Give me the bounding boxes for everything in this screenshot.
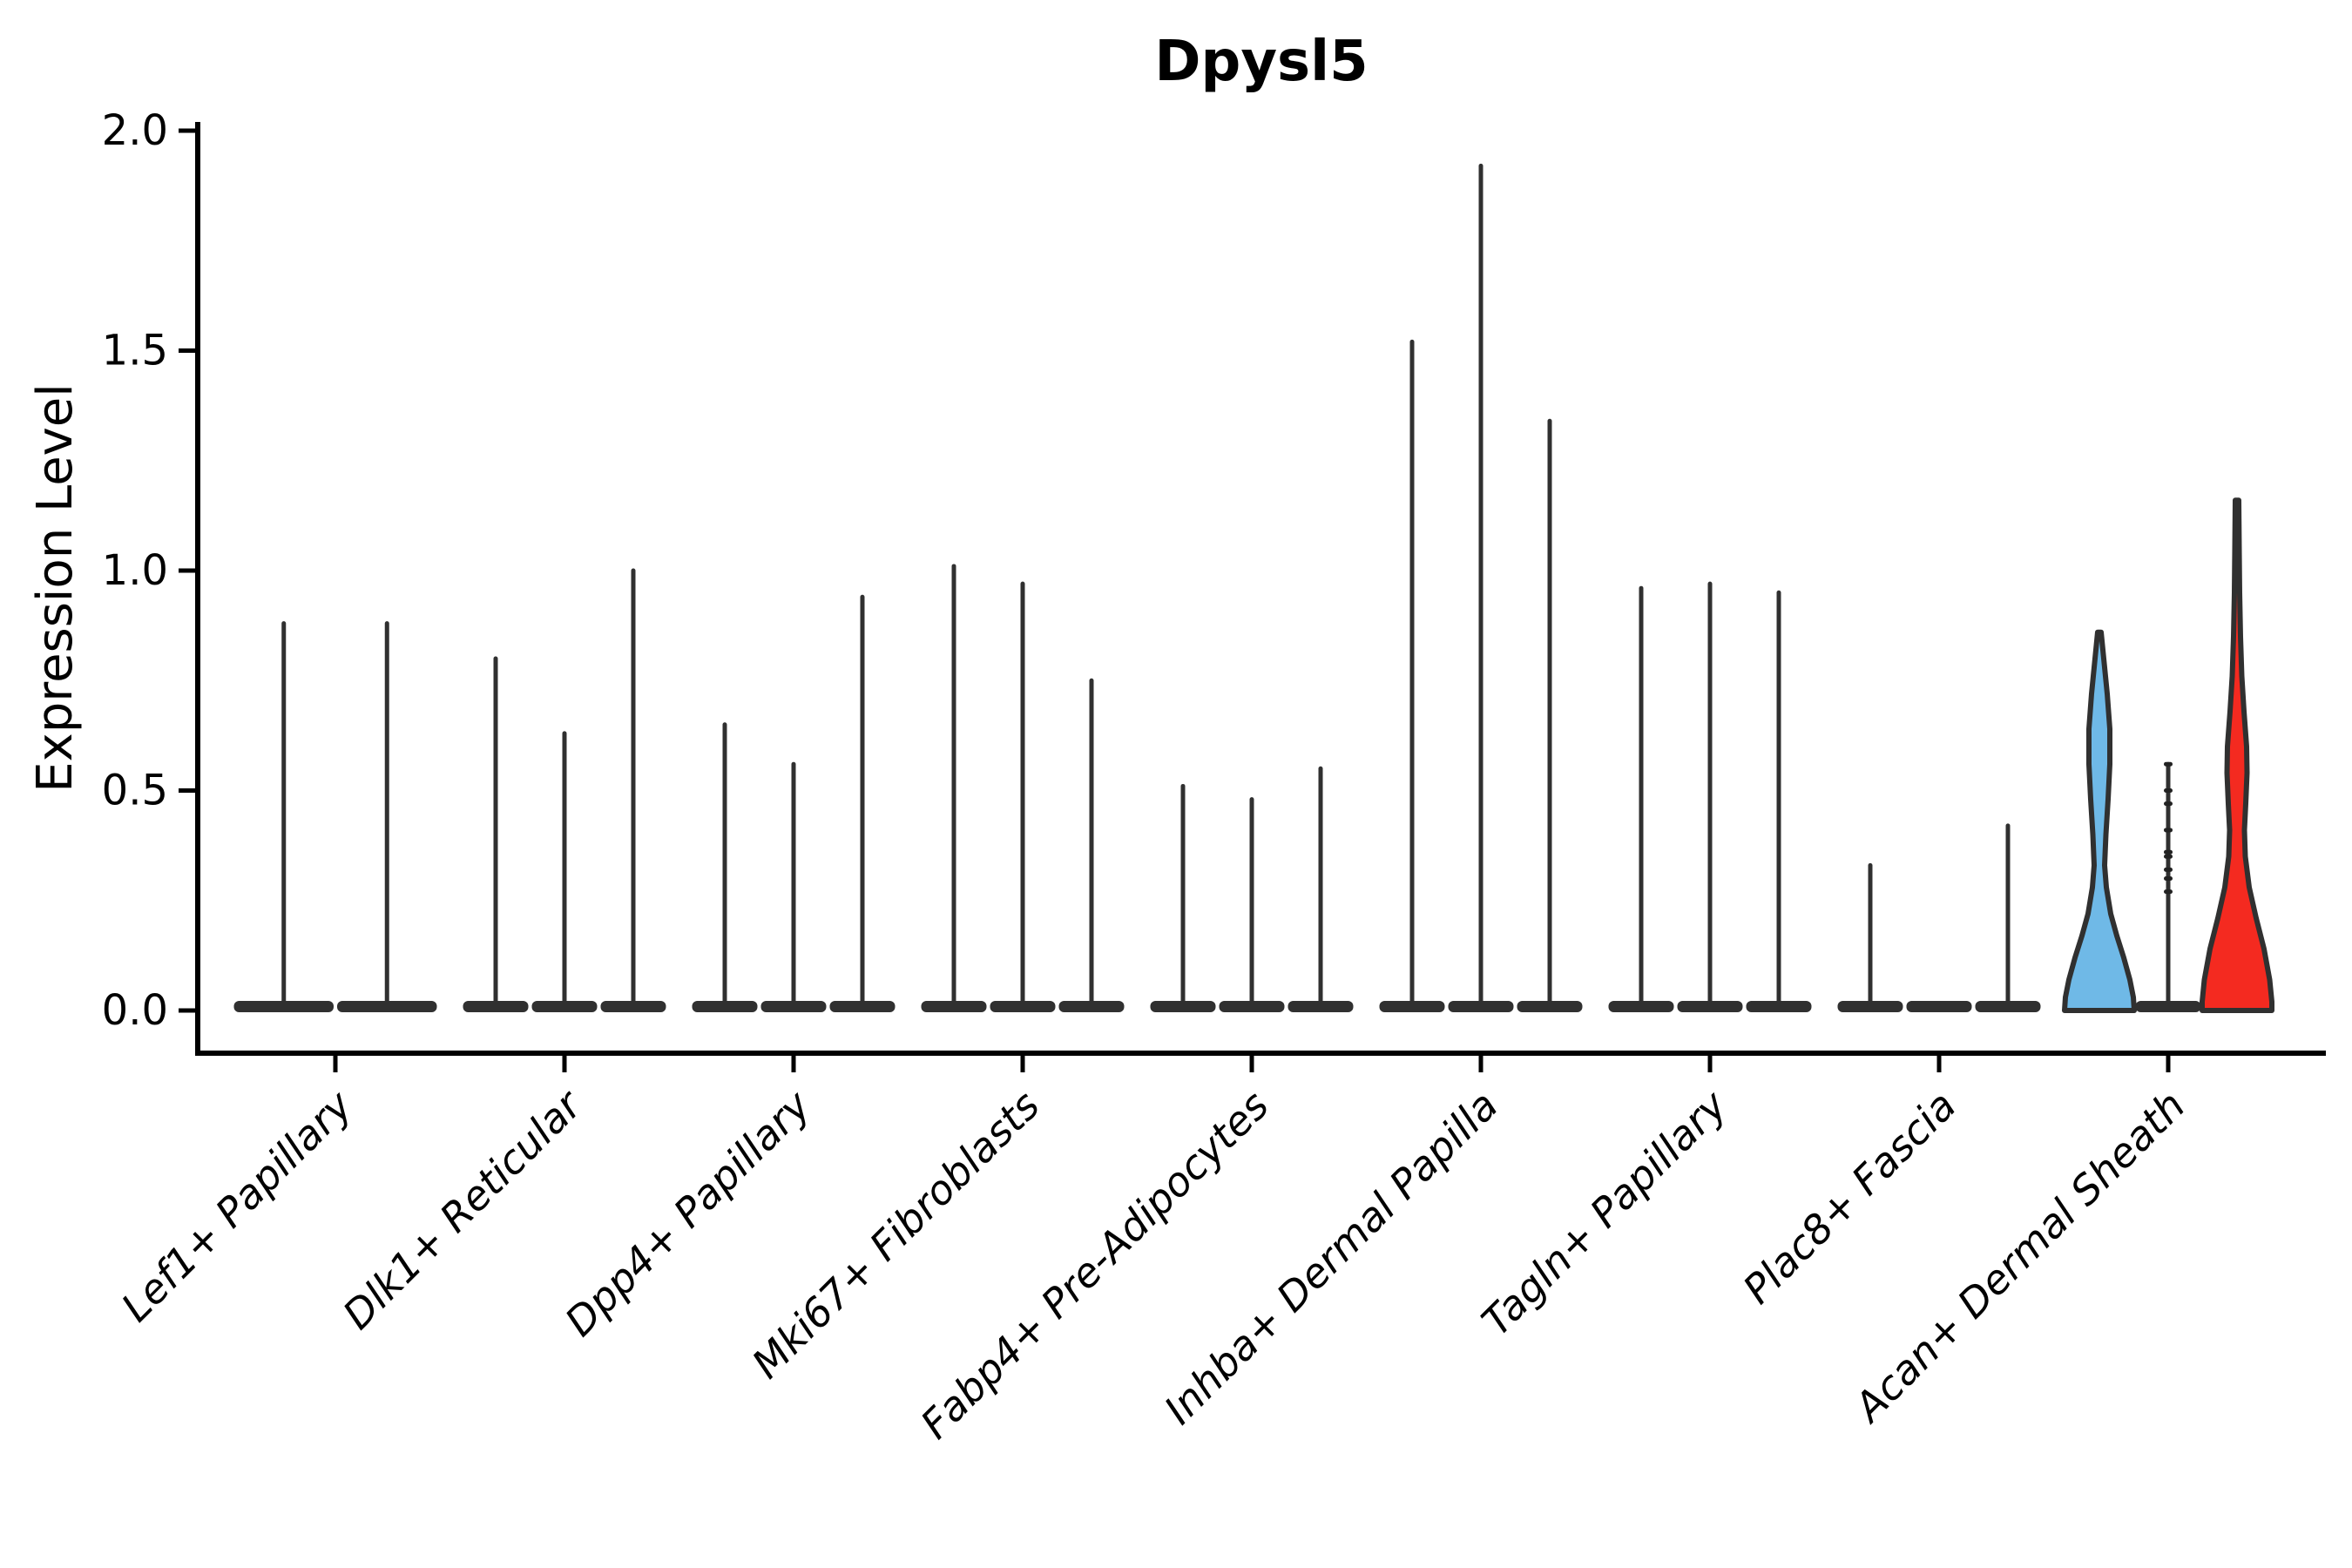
y-tick-label: 0.5 <box>102 767 168 815</box>
violins-layer <box>233 163 2274 1013</box>
violin-point <box>2164 801 2173 807</box>
violin-point <box>2164 828 2173 833</box>
violin-point <box>2164 788 2173 793</box>
chart-title: Dpysl5 <box>1154 30 1368 94</box>
violin-shaped <box>2200 497 2274 1013</box>
y-tick-label: 1.5 <box>102 327 168 375</box>
violin-point <box>2164 876 2173 881</box>
violin-point <box>2164 889 2173 895</box>
violin-point <box>2164 761 2173 767</box>
violin-point <box>2164 867 2173 872</box>
x-tick-label: Dpp4+ Papillary <box>556 1081 820 1345</box>
violin-base <box>1906 1001 1972 1012</box>
violin-shaped <box>2062 629 2137 1013</box>
y-axis-label: Expression Level <box>27 383 84 793</box>
x-tick-label: Lef1+ Papillary <box>112 1081 362 1330</box>
violin-point <box>2164 849 2173 855</box>
x-tick-label: Tagln+ Papillary <box>1472 1081 1736 1345</box>
violin-point <box>2164 854 2173 859</box>
y-tick-label: 2.0 <box>102 106 168 155</box>
y-tick-label: 0.0 <box>102 986 168 1035</box>
x-tick-label: Dlk1+ Reticular <box>334 1079 592 1338</box>
x-tick-label: Plac8+ Fascia <box>1734 1082 1964 1313</box>
y-tick-label: 1.0 <box>102 546 168 595</box>
